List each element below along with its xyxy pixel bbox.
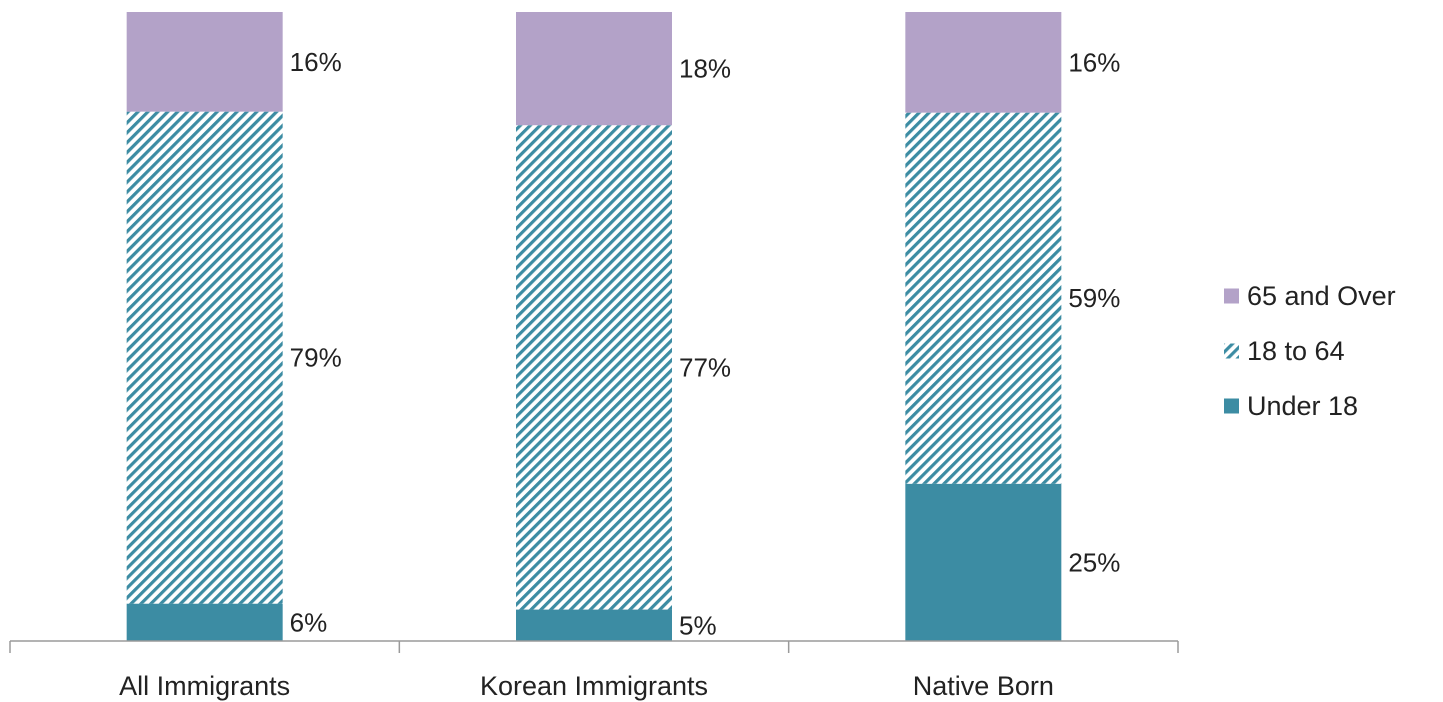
legend-label-65-and-over: 65 and Over xyxy=(1247,281,1396,311)
value-label-all-immigrants-under-18: 6% xyxy=(290,607,328,637)
legend-swatch-18-to-64 xyxy=(1224,343,1239,359)
category-label-native-born: Native Born xyxy=(913,671,1054,701)
x-axis: All Immigrants Korean Immigrants Native Bo… xyxy=(9,640,1179,701)
legend-label-under-18: Under 18 xyxy=(1247,391,1358,421)
bars-group xyxy=(126,12,1062,641)
bar-all-immigrants-18-to-64 xyxy=(126,111,283,604)
value-label-native-born-18-to-64: 59% xyxy=(1068,283,1120,313)
bar-all-immigrants-under-18 xyxy=(126,603,283,641)
legend-label-18-to-64: 18 to 64 xyxy=(1247,336,1345,366)
bar-native-born-65-and-over xyxy=(905,12,1062,113)
value-label-all-immigrants-18-to-64: 79% xyxy=(290,343,342,373)
bar-native-born-under-18 xyxy=(905,483,1062,641)
category-label-korean-immigrants: Korean Immigrants xyxy=(480,671,708,701)
value-label-korean-immigrants-18-to-64: 77% xyxy=(679,352,731,382)
value-label-korean-immigrants-65-and-over: 18% xyxy=(679,54,731,84)
bar-korean-immigrants-18-to-64 xyxy=(516,125,672,610)
bar-all-immigrants-65-and-over xyxy=(126,12,283,112)
bar-korean-immigrants-under-18 xyxy=(516,609,672,641)
value-label-native-born-under-18: 25% xyxy=(1068,547,1120,577)
category-label-all-immigrants: All Immigrants xyxy=(119,671,290,701)
value-label-korean-immigrants-under-18: 5% xyxy=(679,610,717,640)
bar-native-born-18-to-64 xyxy=(905,112,1062,484)
value-label-native-born-65-and-over: 16% xyxy=(1068,47,1120,77)
legend-swatch-under-18 xyxy=(1224,398,1239,414)
legend-swatch-65-and-over xyxy=(1224,288,1239,304)
legend: 65 and Over 18 to 64 Under 18 xyxy=(1224,281,1396,421)
value-label-all-immigrants-65-and-over: 16% xyxy=(290,47,342,77)
value-labels-group: 6% 79% 16% 5% 77% 18% 25% 59% 16% xyxy=(290,47,1121,640)
bar-korean-immigrants-65-and-over xyxy=(516,12,672,126)
